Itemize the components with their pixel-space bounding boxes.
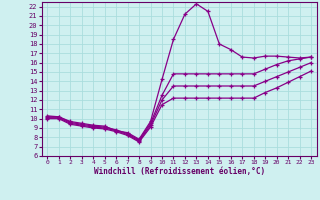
- X-axis label: Windchill (Refroidissement éolien,°C): Windchill (Refroidissement éolien,°C): [94, 167, 265, 176]
